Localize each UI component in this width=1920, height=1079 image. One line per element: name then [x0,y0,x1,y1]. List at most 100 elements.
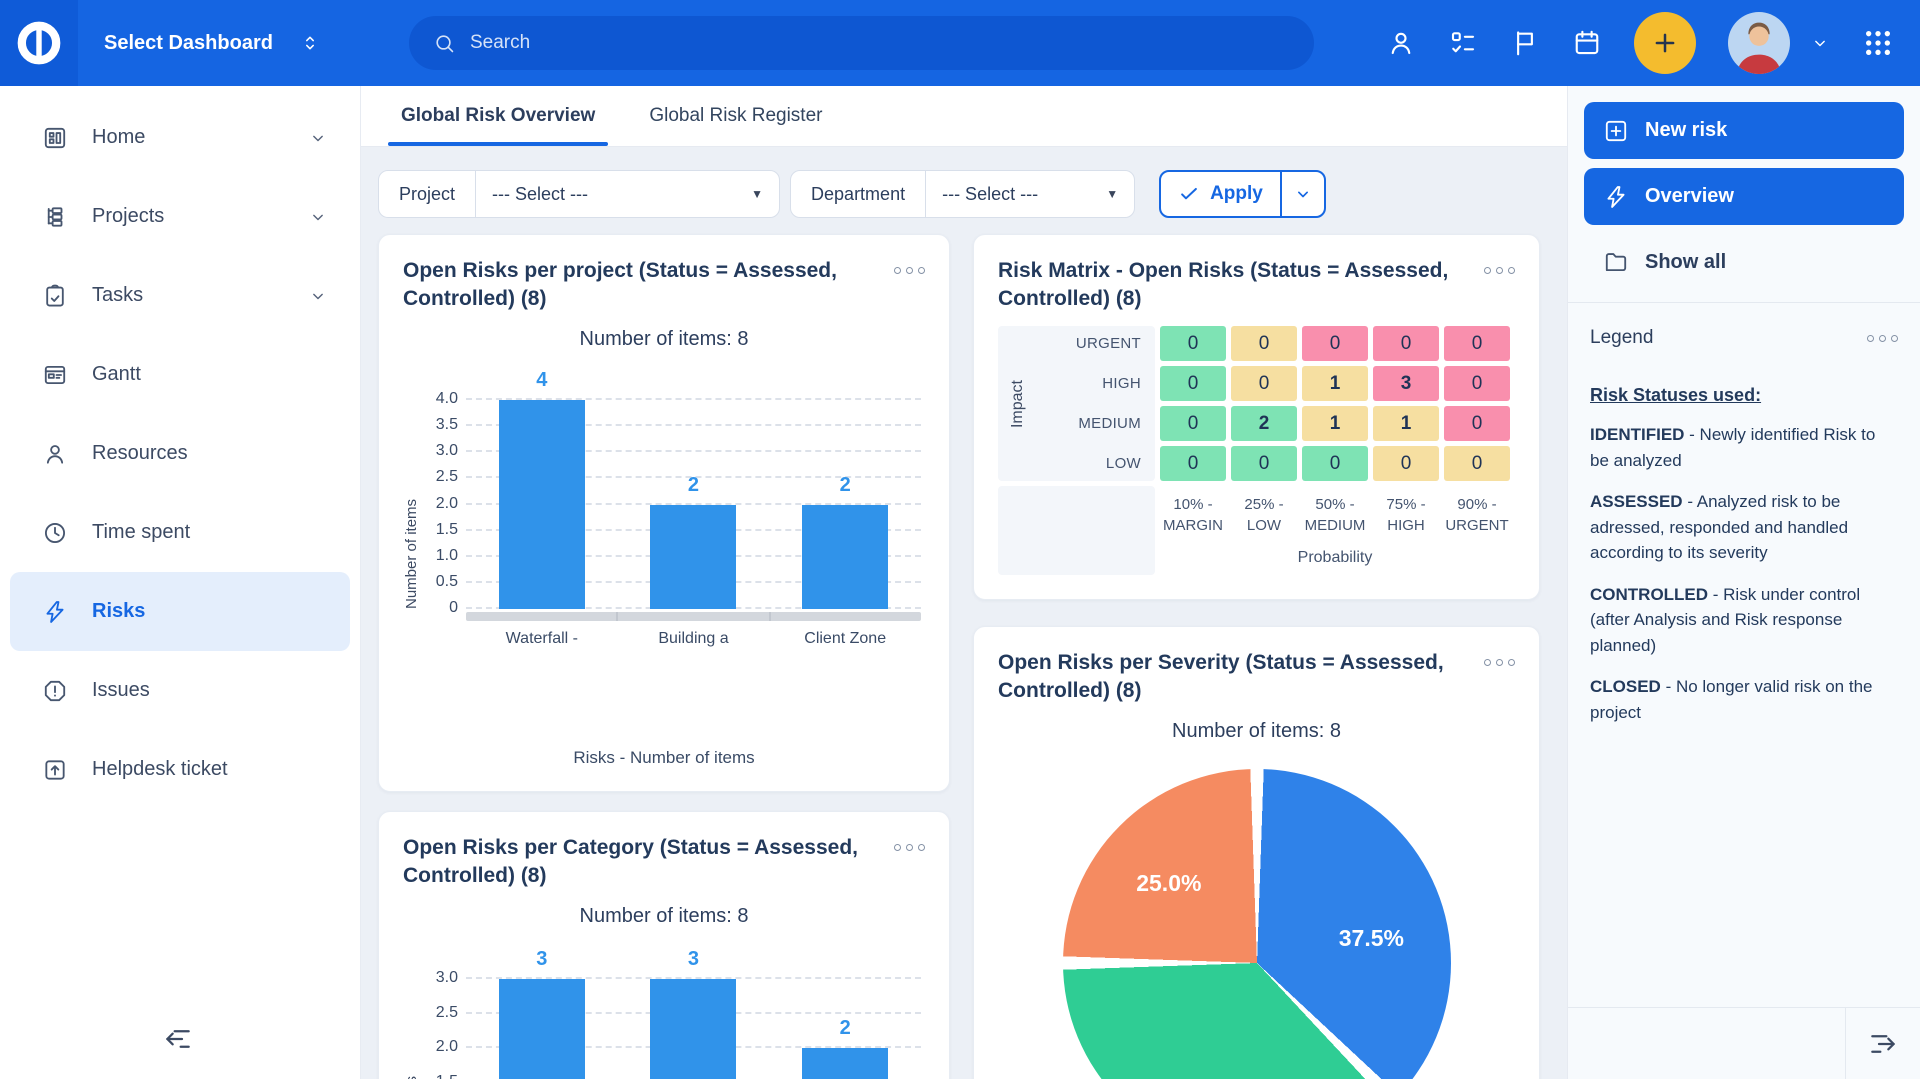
matrix-cell[interactable]: 0 [1160,326,1226,362]
bar[interactable] [498,399,585,610]
matrix-cell[interactable]: 0 [1444,326,1510,362]
matrix-cell[interactable]: 0 [1302,326,1368,362]
gridline: 3.5 [436,416,921,433]
bar[interactable] [650,979,737,1079]
y-tick-label: 2.0 [435,1038,458,1056]
sidebar-item-label: Issues [92,679,150,701]
sidebar-nav: Home Projects Tasks Gantt Resources Time spen… [0,86,360,809]
sidebar-item-helpdesk-ticket[interactable]: Helpdesk ticket [10,730,350,809]
gantt-icon [42,362,68,388]
bar[interactable] [650,504,737,610]
matrix-cell[interactable]: 0 [1373,326,1439,362]
tab-global-risk-overview[interactable]: Global Risk Overview [387,105,609,146]
y-tick-label: 3.5 [435,416,458,434]
bar-column: 2 [802,958,889,1079]
pie-chart[interactable]: 37.5%37.5%25.0% [1062,769,1451,1079]
bar[interactable] [498,979,585,1079]
overview-button[interactable]: Overview [1584,168,1904,225]
matrix-cell[interactable]: 0 [1160,446,1226,482]
legend-menu-button[interactable] [1867,334,1898,342]
sidebar-item-gantt[interactable]: Gantt [10,335,350,414]
user-icon[interactable] [1386,28,1416,58]
matrix-cell[interactable]: 1 [1302,406,1368,442]
pie-slice-label: 37.5% [1338,924,1404,951]
sidebar-item-risks[interactable]: Risks [10,572,350,651]
apply-button-group: Apply [1159,170,1326,218]
bars: 3 3 2 [466,948,921,1079]
card-menu-button[interactable] [894,267,925,274]
search-bar[interactable] [408,16,1314,70]
show-all-button[interactable]: Show all [1584,234,1904,290]
matrix-corner-panel [998,486,1155,576]
dashboard-selector[interactable]: Select Dashboard [104,32,321,55]
matrix-cell[interactable]: 0 [1373,446,1439,482]
y-tick-label: 1.0 [435,547,458,565]
matrix-cell[interactable]: 0 [1160,366,1226,402]
flag-icon[interactable] [1510,28,1540,58]
card-menu-button[interactable] [1484,659,1515,666]
bar[interactable] [802,1048,889,1079]
matrix-cell[interactable]: 0 [1231,366,1297,402]
sidebar-item-resources[interactable]: Resources [10,414,350,493]
apply-button[interactable]: Apply [1161,172,1280,216]
x-tick-label: Waterfall - [505,630,578,648]
profile-chevron-down-icon[interactable] [1810,33,1830,53]
gridline: 2.0 [436,495,921,512]
bar[interactable] [802,504,889,610]
avatar[interactable] [1728,12,1790,74]
open-risks-per-category-card: Open Risks per Category (Status = Assess… [378,811,950,1079]
legend-title: Legend [1590,327,1654,348]
department-filter-label: Department [791,171,927,217]
caret-down-icon: ▼ [751,187,764,201]
expand-panel-button[interactable] [1845,1008,1920,1079]
apps-grid-icon[interactable] [1862,27,1894,59]
sidebar-item-label: Projects [92,205,165,227]
apply-dropdown-button[interactable] [1279,172,1324,216]
dashboard-content: Project --- Select --- ▼ Department --- … [361,147,1567,1079]
chart-footer: Risks - Number of items [573,748,755,768]
sidebar-item-issues[interactable]: Issues [10,651,350,730]
matrix-cell[interactable]: 0 [1160,406,1226,442]
matrix-cell[interactable]: 0 [1231,446,1297,482]
matrix-cell[interactable]: 3 [1373,366,1439,402]
project-select[interactable]: --- Select --- ▼ [476,171,779,217]
matrix-cell[interactable]: 0 [1231,326,1297,362]
department-select[interactable]: --- Select --- ▼ [926,171,1134,217]
matrix-cell[interactable]: 2 [1231,406,1297,442]
card-menu-button[interactable] [1484,267,1515,274]
x-tick-label: Building a [658,630,729,648]
matrix-cell[interactable]: 0 [1444,406,1510,442]
matrix-cell[interactable]: 1 [1302,366,1368,402]
app-logo[interactable] [0,0,78,86]
legend-status: CLOSED - No longer valid risk on the pro… [1590,677,1873,722]
logo-icon [17,21,61,65]
chart-subtitle: Number of items: 8 [579,905,749,928]
checklist-icon[interactable] [1448,28,1478,58]
sidebar-item-tasks[interactable]: Tasks [10,256,350,335]
new-risk-button[interactable]: New risk [1584,102,1904,159]
caret-down-icon: ▼ [1106,187,1119,201]
matrix-cell[interactable]: 0 [1302,446,1368,482]
search-icon [433,32,456,55]
card-menu-button[interactable] [894,844,925,851]
bar-value-label: 3 [536,948,548,971]
sidebar-item-time-spent[interactable]: Time spent [10,493,350,572]
sidebar-item-label: Risks [92,600,146,622]
matrix-cell[interactable]: 1 [1373,406,1439,442]
bar-chart-area: 3.02.52.01.51.00.50332 [420,948,921,1079]
matrix-cell[interactable]: 0 [1444,366,1510,402]
x-axis-scrollbar[interactable] [466,612,921,622]
sidebar-item-home[interactable]: Home [10,98,350,177]
collapse-sidebar-button[interactable] [162,1023,194,1055]
sidebar-item-label: Home [92,126,146,148]
tab-global-risk-register[interactable]: Global Risk Register [649,105,823,126]
right-panel-footer [1568,1007,1920,1079]
calendar-icon[interactable] [1572,28,1602,58]
chevron-up-down-icon [299,32,321,54]
search-input[interactable] [469,32,1290,54]
sidebar-item-projects[interactable]: Projects [10,177,350,256]
matrix-cell[interactable]: 0 [1444,446,1510,482]
resources-icon [42,441,68,467]
quick-add-button[interactable] [1634,12,1696,74]
chart-subtitle: Number of items: 8 [579,328,749,351]
